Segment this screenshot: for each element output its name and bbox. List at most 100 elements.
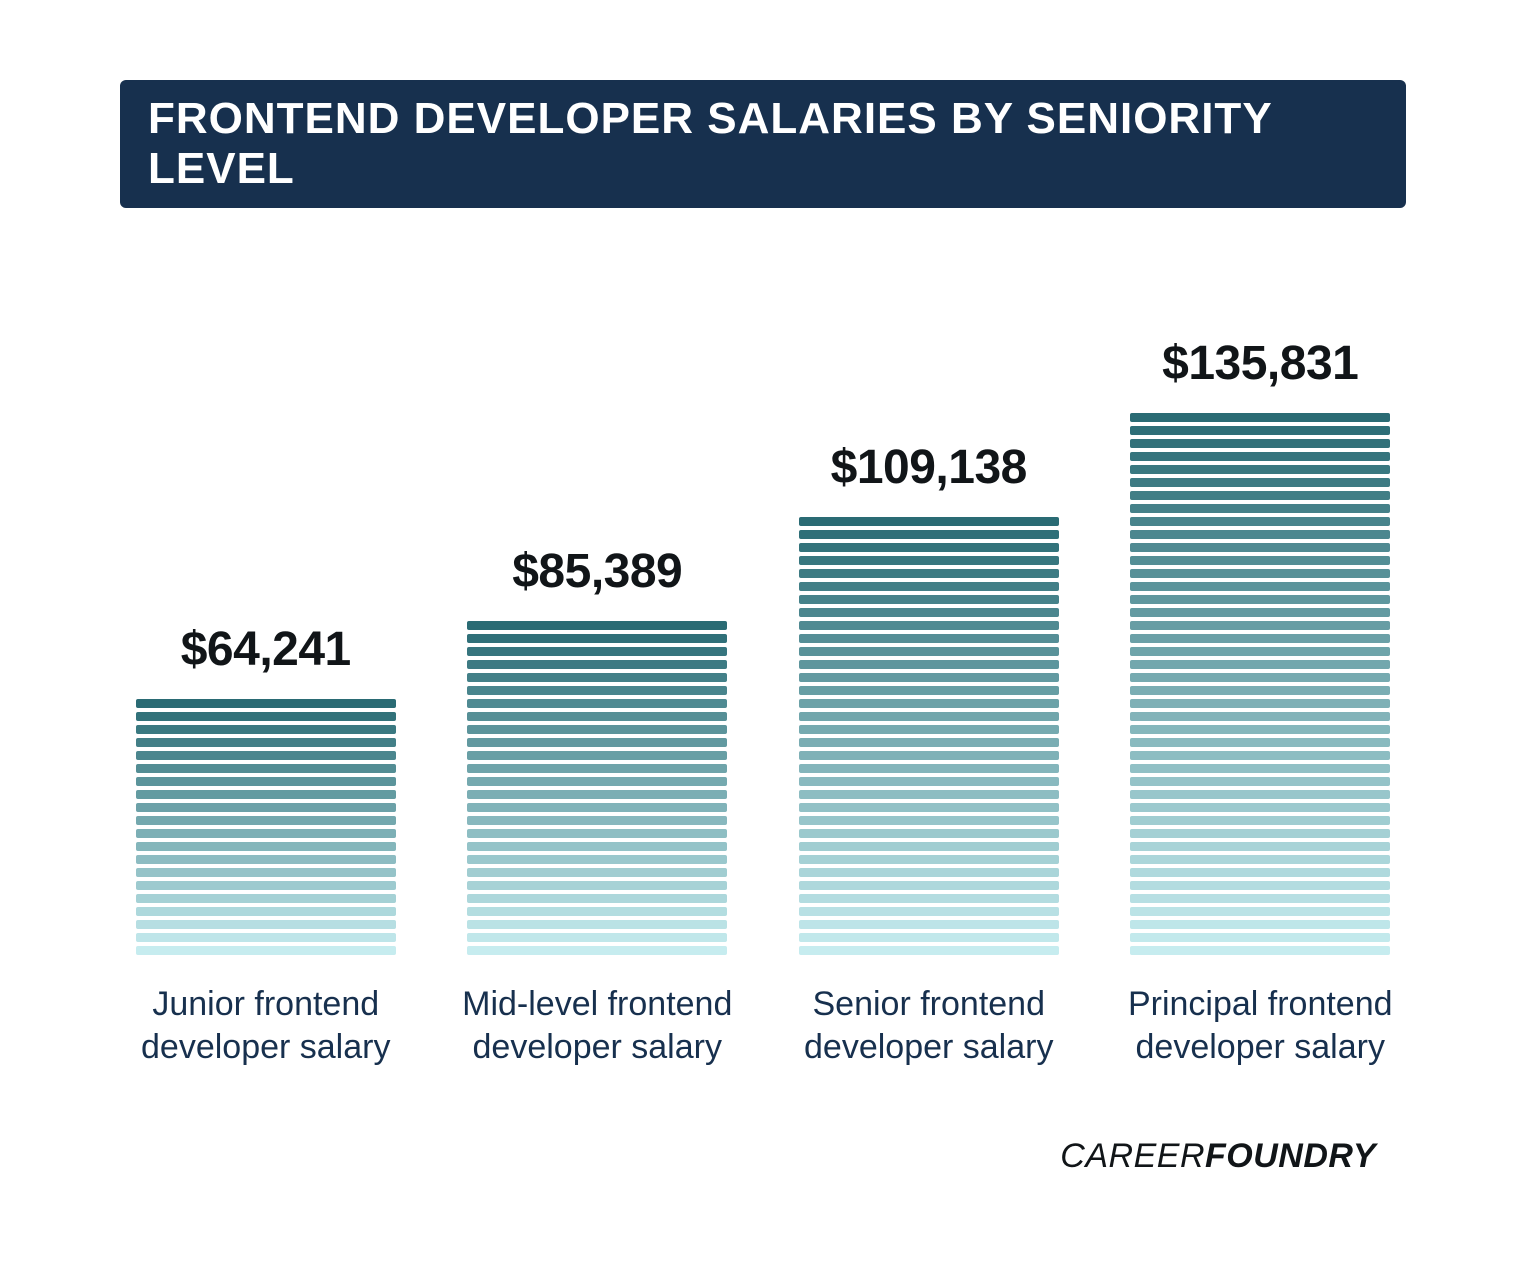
- bar-stripe: [136, 751, 396, 760]
- bar-stripe: [799, 920, 1059, 929]
- bar-stripe: [467, 686, 727, 695]
- bar-stripe: [467, 673, 727, 682]
- bar-stripe: [467, 881, 727, 890]
- bar-stripe: [136, 842, 396, 851]
- bar-stripe: [799, 712, 1059, 721]
- bar-stripe: [799, 894, 1059, 903]
- bar-stripe: [1130, 738, 1390, 747]
- bar-stripe: [136, 946, 396, 955]
- bar-stripe: [1130, 465, 1390, 474]
- bar-stripe: [1130, 803, 1390, 812]
- bar-stripe: [799, 673, 1059, 682]
- bar-stripe: [1130, 894, 1390, 903]
- bar-stripe: [136, 881, 396, 890]
- bar-stripe: [799, 647, 1059, 656]
- bar-stripe: [799, 829, 1059, 838]
- bar-stripe: [136, 868, 396, 877]
- brand-logo: CAREERFOUNDRY: [1060, 1137, 1376, 1176]
- bar-stripe: [467, 855, 727, 864]
- bar-stripe: [467, 816, 727, 825]
- bar-stripe: [467, 764, 727, 773]
- chart-area: $64,241Junior frontend developer salary $…: [120, 368, 1406, 1068]
- bar-stripe: [1130, 660, 1390, 669]
- chart-title: FRONTEND DEVELOPER SALARIES BY SENIORITY…: [120, 80, 1406, 208]
- bar-stripe: [467, 803, 727, 812]
- bar-stripe: [799, 881, 1059, 890]
- bar-stripe: [1130, 634, 1390, 643]
- bar-stripe: [799, 582, 1059, 591]
- bar-stripe: [467, 946, 727, 955]
- bar-stripe: [799, 855, 1059, 864]
- bar-stripe: [467, 712, 727, 721]
- bar-stripe: [467, 647, 727, 656]
- bar-stripe: [467, 725, 727, 734]
- bar-column: $64,241Junior frontend developer salary: [120, 622, 412, 1068]
- bar-stripe: [136, 894, 396, 903]
- bar-stripe: [1130, 517, 1390, 526]
- bar-stripe: [467, 777, 727, 786]
- bar-stripe: [136, 907, 396, 916]
- bar-stripe: [1130, 439, 1390, 448]
- bar-stripe: [799, 621, 1059, 630]
- bar-stripe: [1130, 608, 1390, 617]
- bar-stripe: [1130, 907, 1390, 916]
- bar-stripe: [1130, 543, 1390, 552]
- bar-stripe: [1130, 530, 1390, 539]
- bar-stripe: [1130, 582, 1390, 591]
- bar-stripe: [467, 738, 727, 747]
- bar-stripe: [136, 829, 396, 838]
- bar-stripe: [136, 920, 396, 929]
- bar-stripe: [1130, 751, 1390, 760]
- bar-stripe: [799, 530, 1059, 539]
- bar-value-label: $135,831: [1162, 336, 1358, 391]
- bar: [1130, 413, 1390, 955]
- bar-stripe: [136, 790, 396, 799]
- bar-stripe: [467, 829, 727, 838]
- bar-stripe: [136, 764, 396, 773]
- bar-stripe: [799, 608, 1059, 617]
- bar-stripe: [799, 699, 1059, 708]
- bar-stripe: [799, 725, 1059, 734]
- bar-value-label: $85,389: [512, 544, 682, 599]
- bar-stripe: [799, 816, 1059, 825]
- bar-stripe: [467, 894, 727, 903]
- bar-stripe: [1130, 673, 1390, 682]
- bar-stripe: [136, 738, 396, 747]
- bar-stripe: [467, 920, 727, 929]
- bar-stripe: [467, 621, 727, 630]
- bar-stripe: [799, 803, 1059, 812]
- bar-stripe: [1130, 595, 1390, 604]
- bar: [799, 517, 1059, 955]
- bar-stripe: [136, 699, 396, 708]
- bar-stripe: [467, 751, 727, 760]
- bar-stripe: [1130, 790, 1390, 799]
- bar-stripe: [799, 907, 1059, 916]
- bar-stripe: [1130, 777, 1390, 786]
- bar-stripe: [799, 543, 1059, 552]
- bar-category-label: Principal frontend developer salary: [1115, 983, 1407, 1068]
- bar-stripe: [799, 517, 1059, 526]
- bar-stripe: [136, 803, 396, 812]
- bar-stripe: [467, 933, 727, 942]
- bar-stripe: [1130, 712, 1390, 721]
- bar-stripe: [799, 868, 1059, 877]
- bar-stripe: [799, 569, 1059, 578]
- bar-stripe: [467, 790, 727, 799]
- bar-stripe: [799, 660, 1059, 669]
- bar-stripe: [799, 634, 1059, 643]
- bar-stripe: [467, 907, 727, 916]
- bar-stripe: [1130, 920, 1390, 929]
- bar-category-label: Junior frontend developer salary: [120, 983, 412, 1068]
- bar: [467, 621, 727, 955]
- bar-stripe: [467, 842, 727, 851]
- bar-stripe: [1130, 816, 1390, 825]
- bar-stripe: [1130, 413, 1390, 422]
- bar-category-label: Senior frontend developer salary: [783, 983, 1075, 1068]
- bar-stripe: [136, 933, 396, 942]
- bar-stripe: [1130, 478, 1390, 487]
- logo-bold: FOUNDRY: [1205, 1137, 1376, 1175]
- logo-thin: CAREER: [1060, 1137, 1205, 1175]
- bar-value-label: $109,138: [831, 440, 1027, 495]
- bar-column: $109,138 Senior frontend developer salary: [783, 440, 1075, 1068]
- bar-stripe: [1130, 699, 1390, 708]
